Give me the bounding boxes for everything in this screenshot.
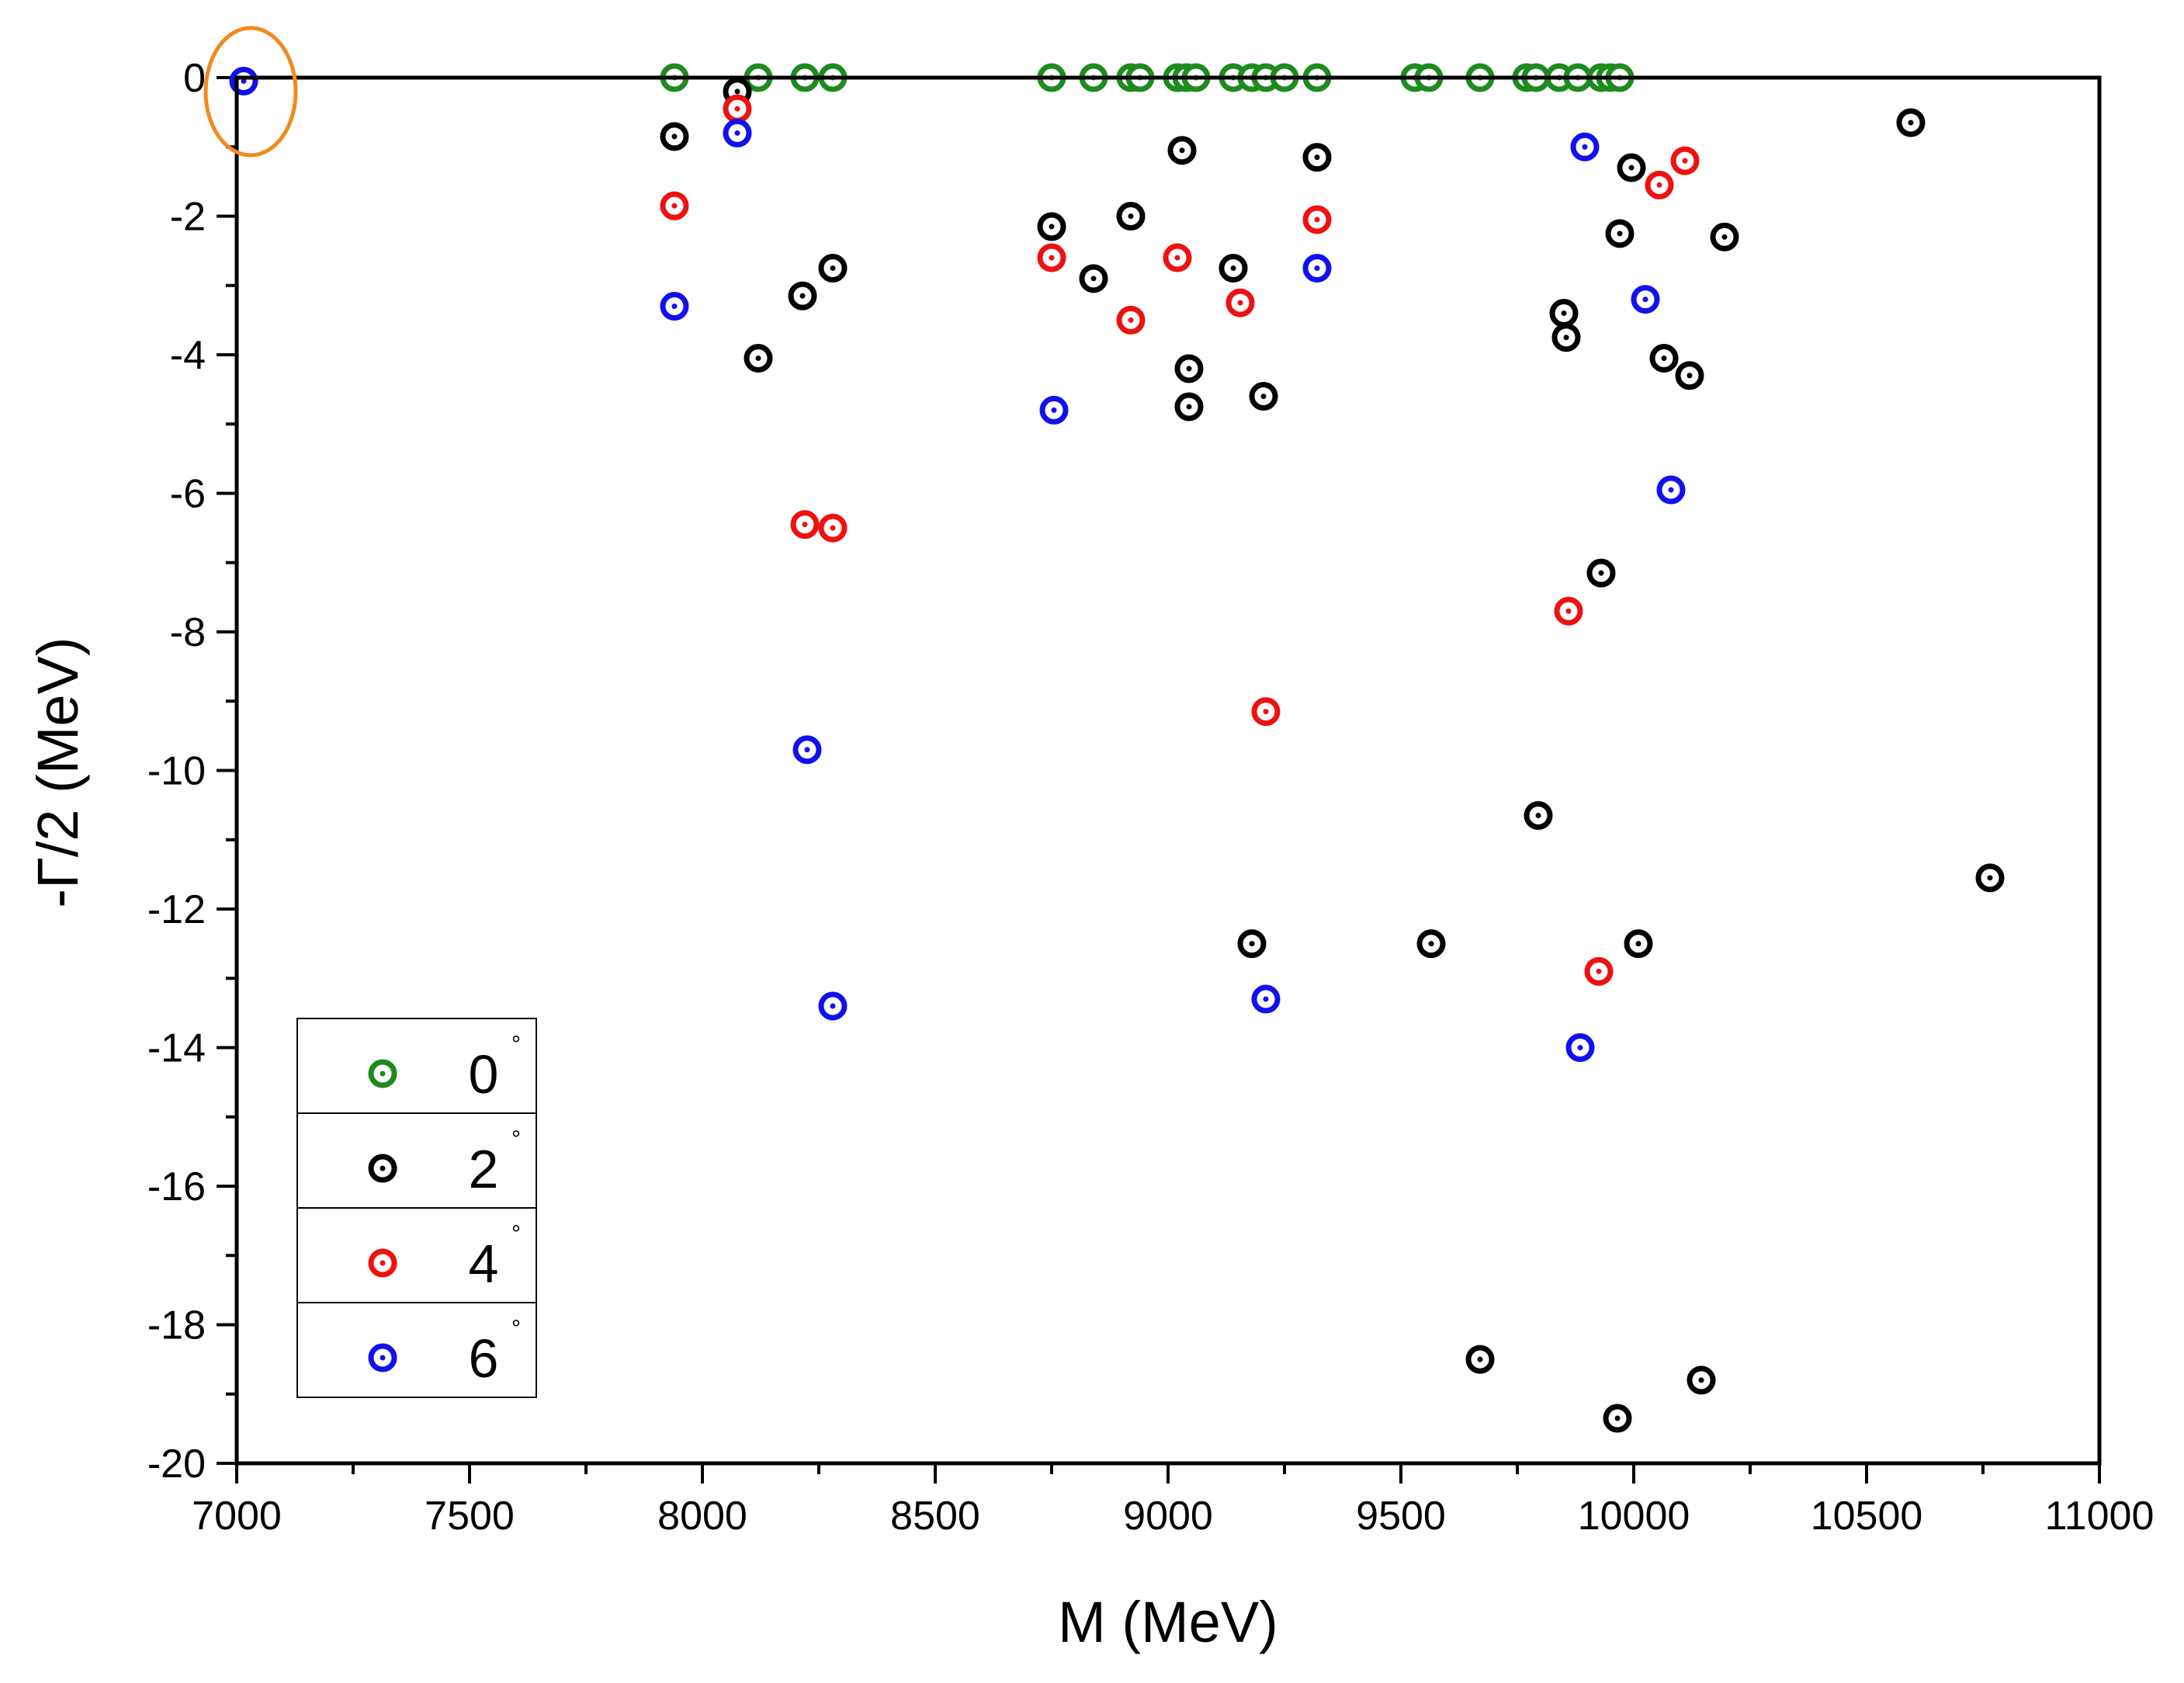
legend-row — [296, 1112, 537, 1209]
data-point-6deg — [792, 735, 822, 765]
x-tick-label: 10500 — [1811, 1494, 1923, 1539]
data-point-2deg — [1302, 143, 1332, 172]
data-point-2deg — [1549, 298, 1579, 328]
data-point-2deg — [1617, 153, 1646, 182]
legend-label: 6 — [469, 1328, 499, 1389]
data-point-2deg — [1174, 354, 1204, 383]
y-tick-label: -10 — [147, 749, 206, 794]
data-point-2deg — [1037, 212, 1066, 241]
data-point-6deg — [1565, 1033, 1595, 1062]
legend-degree-symbol: ° — [511, 1316, 521, 1341]
data-point-4deg — [1163, 243, 1192, 272]
data-point-2deg — [1219, 253, 1248, 283]
data-point-4deg — [1584, 956, 1614, 986]
y-tick-label: -14 — [147, 1026, 206, 1071]
data-point-6deg — [723, 118, 752, 147]
legend-label: 0 — [469, 1044, 499, 1105]
data-point-4deg — [1554, 596, 1583, 626]
legend-marker-6deg — [368, 1343, 397, 1372]
y-tick-label: -12 — [147, 887, 206, 932]
data-point-4deg — [1037, 243, 1066, 272]
data-point-2deg — [1710, 222, 1739, 252]
legend-label: 2 — [469, 1139, 499, 1199]
legend-row — [296, 1207, 537, 1303]
legend-degree-symbol: ° — [511, 1032, 521, 1057]
data-point-6deg — [1570, 132, 1600, 161]
y-tick-label: -20 — [147, 1442, 206, 1487]
y-tick-label: -6 — [170, 472, 206, 517]
data-point-4deg — [1302, 205, 1332, 234]
data-point-2deg — [1551, 323, 1581, 352]
x-tick-label: 8000 — [657, 1494, 747, 1539]
legend-marker-4deg — [368, 1248, 397, 1278]
x-tick-label: 10000 — [1578, 1494, 1690, 1539]
legend-row — [296, 1018, 537, 1114]
x-tick-label: 9500 — [1356, 1494, 1446, 1539]
data-point-2deg — [1465, 1345, 1495, 1374]
data-point-2deg — [1249, 382, 1278, 411]
tick-labels: 7000 7500 8000 8500 9000 9500 10000 10500 11000 0… — [147, 56, 2155, 1539]
data-point-6deg — [1302, 253, 1332, 283]
data-point-4deg — [1670, 146, 1700, 175]
y-tick-label: -2 — [170, 195, 206, 240]
data-point-6deg — [1631, 285, 1660, 314]
data-point-2deg — [1416, 929, 1446, 959]
data-point-2deg — [1896, 108, 1926, 137]
x-tick-label: 9000 — [1123, 1494, 1213, 1539]
x-axis-title: M (MeV) — [1058, 1590, 1278, 1654]
data-point-2deg — [1624, 929, 1653, 959]
data-point-2deg — [1237, 929, 1267, 959]
data-point-2deg — [744, 343, 773, 373]
x-tick-label: 11000 — [2045, 1494, 2155, 1539]
data-point-2deg — [1649, 343, 1679, 373]
legend: 0 ° 2 ° 4 ° 6 ° — [296, 1018, 537, 1398]
x-tick-label: 7500 — [425, 1494, 515, 1539]
data-point-6deg — [818, 991, 848, 1021]
y-tick-label: 0 — [183, 56, 206, 101]
data-point-2deg — [1524, 801, 1553, 831]
x-tick-label: 8500 — [890, 1494, 980, 1539]
data-point-2deg — [660, 122, 689, 151]
y-tick-label: -4 — [170, 333, 206, 378]
legend-marker-2deg — [368, 1154, 397, 1183]
legend-degree-symbol: ° — [511, 1221, 521, 1247]
data-point-4deg — [660, 191, 689, 220]
data-point-2deg — [818, 253, 848, 283]
data-point-2deg — [1586, 558, 1616, 588]
data-point-4deg — [1251, 697, 1281, 727]
plot-frame — [234, 75, 2102, 1466]
data-point-2deg — [1603, 1404, 1632, 1433]
data-point-2deg — [1605, 219, 1635, 248]
data-point-2deg — [1687, 1365, 1716, 1395]
data-point-2deg — [1174, 392, 1204, 422]
data-point-2deg — [788, 281, 817, 311]
data-point-4deg — [818, 513, 848, 543]
y-tick-label: -16 — [147, 1164, 206, 1209]
data-point-6deg — [1039, 395, 1069, 425]
legend-label: 4 — [469, 1234, 499, 1294]
data-point-4deg — [723, 94, 752, 123]
y-tick-label: -8 — [170, 610, 206, 655]
data-point-2deg — [1116, 202, 1146, 231]
data-point-6deg — [1251, 984, 1281, 1014]
legend-row — [296, 1302, 537, 1398]
legend-degree-symbol: ° — [511, 1126, 521, 1152]
highlight-ellipse — [203, 26, 298, 158]
data-point-4deg — [1645, 170, 1674, 200]
data-point-2deg — [1975, 863, 2005, 893]
y-tick-label: -18 — [147, 1303, 206, 1348]
data-point-2deg — [1079, 264, 1108, 293]
data-point-2deg — [1167, 136, 1197, 165]
data-point-4deg — [1116, 305, 1146, 335]
data-point-2deg — [1675, 361, 1704, 390]
y-axis-title: -Γ/2 (MeV) — [26, 637, 90, 907]
data-point-6deg — [1656, 475, 1686, 505]
x-tick-label: 7000 — [192, 1494, 282, 1539]
legend-marker-0deg — [368, 1059, 397, 1088]
data-point-4deg — [790, 510, 820, 540]
data-point-4deg — [1225, 288, 1255, 318]
data-point-6deg — [660, 292, 689, 321]
